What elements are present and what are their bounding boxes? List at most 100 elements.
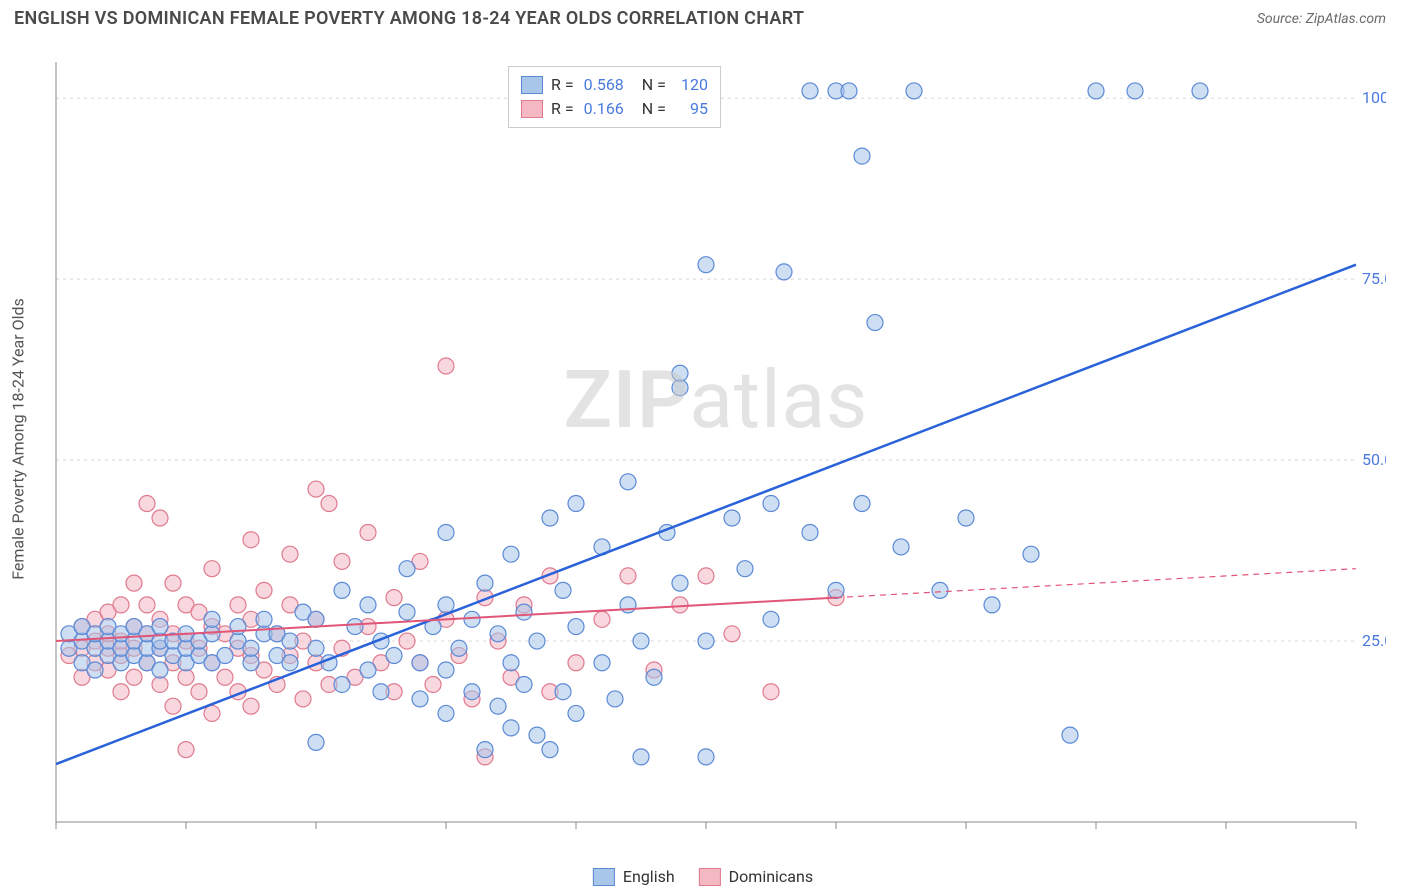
data-point [308,611,324,627]
data-point [282,633,298,649]
legend-r-label: R = [551,97,574,121]
data-point [321,496,337,512]
data-point [386,590,402,606]
chart-container: Female Poverty Among 18-24 Year Olds 25.… [46,44,1386,834]
data-point [555,582,571,598]
data-point [412,691,428,707]
data-point [672,365,688,381]
data-point [152,676,168,692]
scatter-plot: 25.0%50.0%75.0%100.0%0.0%100.0% [46,44,1386,834]
data-point [568,496,584,512]
y-tick-label: 25.0% [1362,631,1386,650]
series-legend-item: Dominicans [699,867,813,886]
data-point [204,561,220,577]
data-point [165,575,181,591]
data-point [412,655,428,671]
data-point [503,546,519,562]
data-point [568,655,584,671]
data-point [373,684,389,700]
data-point [984,597,1000,613]
data-point [451,640,467,656]
data-point [529,727,545,743]
data-point [334,582,350,598]
data-point [854,496,870,512]
legend-row: R =0.568N =120 [521,73,708,97]
data-point [477,575,493,591]
data-point [217,669,233,685]
source-attribution: Source: ZipAtlas.com [1257,11,1386,27]
data-point [347,619,363,635]
legend-series-label: English [623,867,675,886]
data-point [594,611,610,627]
data-point [763,611,779,627]
legend-n-label: N = [642,97,666,121]
data-point [308,734,324,750]
data-point [308,640,324,656]
data-point [802,524,818,540]
data-point [1088,83,1104,99]
data-point [178,742,194,758]
data-point [295,691,311,707]
data-point [698,568,714,584]
data-point [243,532,259,548]
data-point [399,633,415,649]
legend-n-value: 95 [676,97,708,121]
header: ENGLISH VS DOMINICAN FEMALE POVERTY AMON… [0,0,1406,33]
data-point [698,749,714,765]
data-point [399,604,415,620]
y-tick-label: 75.0% [1362,269,1386,288]
data-point [256,611,272,627]
data-point [633,749,649,765]
data-point [334,676,350,692]
data-point [1127,83,1143,99]
data-point [438,705,454,721]
legend-r-value: 0.568 [584,73,624,97]
data-point [542,742,558,758]
data-point [776,264,792,280]
data-point [893,539,909,555]
data-point [464,611,480,627]
data-point [230,597,246,613]
data-point [438,358,454,374]
data-point [334,553,350,569]
data-point [958,510,974,526]
data-point [698,257,714,273]
data-point [724,510,740,526]
data-point [477,742,493,758]
data-point [542,510,558,526]
series-legend-item: English [593,867,675,886]
data-point [282,546,298,562]
y-tick-label: 100.0% [1362,88,1386,107]
data-point [516,676,532,692]
data-point [425,676,441,692]
data-point [386,648,402,664]
data-point [243,655,259,671]
data-point [672,575,688,591]
data-point [165,698,181,714]
data-point [620,474,636,490]
legend-row: R =0.166N =95 [521,97,708,121]
data-point [204,626,220,642]
data-point [594,655,610,671]
correlation-legend: R =0.568N =120R =0.166N =95 [508,66,721,128]
legend-swatch [521,100,543,118]
data-point [1192,83,1208,99]
data-point [763,496,779,512]
data-point [854,148,870,164]
trend-line-extrapolated [836,569,1356,598]
data-point [113,597,129,613]
data-point [672,597,688,613]
data-point [490,626,506,642]
data-point [191,684,207,700]
data-point [399,561,415,577]
data-point [1023,546,1039,562]
legend-n-value: 120 [676,73,708,97]
y-axis-label: Female Poverty Among 18-24 Year Olds [9,298,28,580]
data-point [256,582,272,598]
data-point [152,662,168,678]
data-point [724,626,740,642]
data-point [1062,727,1078,743]
data-point [139,496,155,512]
data-point [360,524,376,540]
legend-r-label: R = [551,73,574,97]
